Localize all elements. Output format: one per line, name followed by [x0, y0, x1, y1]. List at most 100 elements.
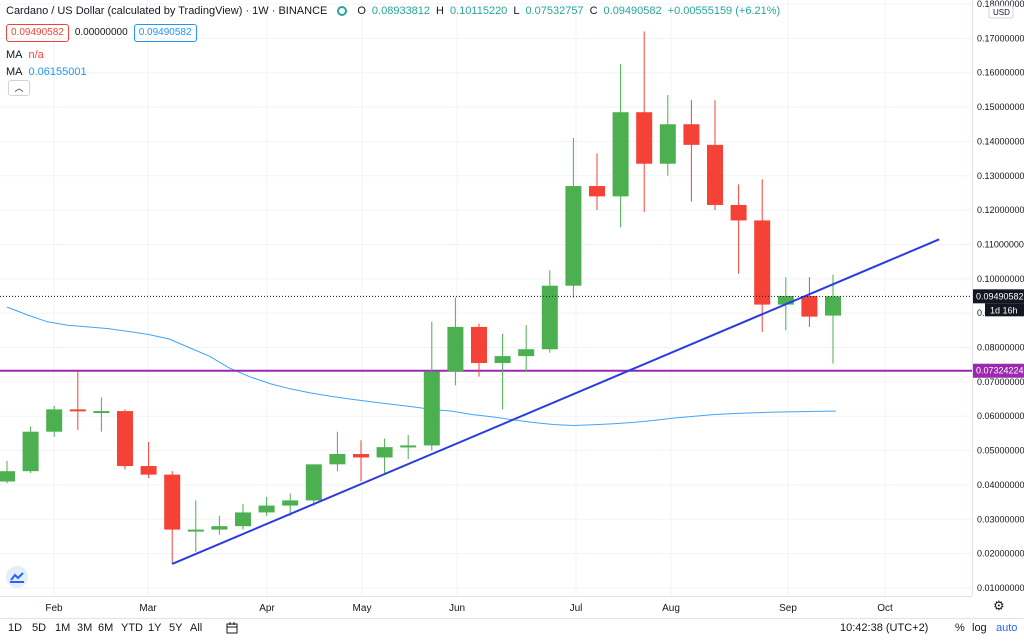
goto-date-icon[interactable] — [226, 622, 238, 637]
time-label: Apr — [259, 603, 275, 614]
candle-body — [683, 124, 700, 145]
ma1-row[interactable]: MA n/a — [6, 48, 780, 62]
current-price-text: 0.09490582 — [976, 291, 1024, 301]
chevron-up-icon: ︿ — [14, 83, 24, 93]
collapse-legend-button[interactable]: ︿ — [8, 80, 30, 96]
time-label: Jun — [449, 603, 465, 614]
price-box-blue: 0.09490582 — [133, 24, 197, 42]
candle-body — [282, 500, 299, 506]
time-label: Aug — [662, 603, 680, 614]
range-6m[interactable]: 6M — [98, 622, 114, 634]
candle-body — [117, 411, 133, 467]
candle-body — [353, 454, 369, 458]
settings-gear-icon[interactable]: ⚙ — [993, 598, 1005, 613]
candle-body — [754, 220, 771, 305]
ma2-row[interactable]: MA 0.06155001 — [6, 65, 780, 79]
range-1d[interactable]: 1D — [8, 622, 23, 634]
candle-body — [258, 505, 275, 513]
open-value: 0.08933812 — [371, 5, 431, 17]
low-value: 0.07532757 — [525, 5, 584, 17]
ma2-label: MA — [6, 66, 23, 78]
chart-legend: Cardano / US Dollar (calculated by Tradi… — [6, 4, 780, 79]
candle-body — [93, 411, 110, 414]
log-toggle[interactable]: log — [972, 622, 987, 634]
countdown-text: 1d 16h — [990, 305, 1018, 315]
open-label: O — [357, 5, 366, 17]
time-label: Jul — [570, 603, 583, 614]
candle-body — [471, 326, 487, 363]
price-axis[interactable]: 0.18000000 0.17000000 0.16000000 0.15000000… — [973, 0, 1024, 596]
price-tick-label: 0.10000000 — [977, 274, 1024, 284]
candle-body — [636, 112, 653, 164]
candle-body — [777, 296, 794, 305]
hline-price-text: 0.07324224 — [976, 366, 1024, 376]
candle-body — [69, 409, 86, 412]
candle-body — [46, 409, 63, 432]
trend-line[interactable] — [171, 238, 940, 565]
ma1-value: n/a — [28, 49, 44, 61]
hline-price-tag — [973, 363, 1024, 378]
range-1y[interactable]: 1Y — [148, 622, 162, 634]
price-axis-ticks: 0.18000000 0.17000000 0.16000000 0.15000000… — [973, 0, 1024, 593]
range-5d[interactable]: 5D — [32, 622, 47, 634]
price-tick-label: 0.01000000 — [977, 583, 1024, 593]
candle-body — [565, 186, 582, 286]
range-ytd[interactable]: YTD — [121, 622, 143, 634]
price-tick-label: 0.02000000 — [977, 549, 1024, 559]
tradingview-logo[interactable] — [6, 566, 28, 588]
candle-body — [494, 356, 511, 363]
symbol-title[interactable]: Cardano / US Dollar (calculated by Tradi… — [6, 5, 328, 17]
price-tick-label: 0.13000000 — [977, 171, 1024, 181]
price-tick-label: 0.08000000 — [977, 343, 1024, 353]
candle-body — [187, 529, 204, 532]
candlestick-chart[interactable] — [0, 0, 972, 596]
legend-boxes-row: 0.09490582 0.00000000 0.09490582 — [6, 24, 780, 42]
range-all[interactable]: All — [190, 622, 203, 634]
percent-toggle[interactable]: % — [955, 622, 965, 634]
high-value: 0.10115220 — [450, 5, 508, 17]
candle-body — [235, 512, 251, 527]
time-axis-labels: Feb Mar Apr May Jun Jul Aug Sep Oct — [45, 603, 893, 614]
market-status-icon — [337, 6, 348, 16]
price-tick-label: 0.11000000 — [977, 239, 1024, 249]
candle-body — [211, 526, 228, 530]
price-tick-label: 0.06000000 — [977, 411, 1024, 421]
ma1-label: MA — [6, 49, 23, 61]
clock-time[interactable]: 10:42:38 (UTC+2) — [840, 622, 929, 634]
price-tick-label: 0.16000000 — [977, 68, 1024, 78]
candle-body — [305, 464, 322, 501]
candles — [0, 31, 841, 564]
candle-body — [541, 285, 558, 350]
price-tick-label: 0.05000000 — [977, 446, 1024, 456]
bottom-toolbar: 1D 5D 1M 3M 6M YTD 1Y 5Y All 10:42:38 (U… — [0, 618, 1024, 641]
candle-body — [164, 474, 181, 530]
auto-toggle[interactable]: auto — [996, 622, 1018, 634]
price-box-red: 0.09490582 — [6, 24, 69, 42]
close-value: 0.09490582 — [603, 5, 662, 17]
range-5y[interactable]: 5Y — [169, 622, 183, 634]
candle-body — [22, 431, 39, 472]
low-label: L — [513, 5, 520, 17]
time-label: Oct — [877, 603, 893, 614]
range-1m[interactable]: 1M — [55, 622, 71, 634]
current-price-tag — [973, 289, 1024, 304]
countdown-tag — [985, 303, 1024, 317]
price-tick-label: 0.04000000 — [977, 480, 1024, 490]
price-tick-label: 0.18000000 — [977, 0, 1024, 9]
candle-body — [801, 296, 818, 317]
time-axis[interactable]: Feb Mar Apr May Jun Jul Aug Sep Oct — [0, 596, 972, 619]
price-tick-label: 0.03000000 — [977, 514, 1024, 524]
chart-area[interactable]: Cardano / US Dollar (calculated by Tradi… — [0, 0, 973, 596]
high-label: H — [436, 5, 444, 17]
candle-body — [659, 124, 676, 164]
ma-polyline — [6, 306, 837, 427]
candle-body — [589, 186, 605, 197]
candle-body — [730, 204, 747, 221]
price-box-plain: 0.00000000 — [74, 27, 128, 38]
candle-body — [329, 454, 346, 465]
candle-body — [447, 326, 464, 372]
price-tick-label: 0.17000000 — [977, 33, 1024, 43]
price-tick-label: 0.12000000 — [977, 205, 1024, 215]
candle-body — [0, 471, 15, 482]
range-3m[interactable]: 3M — [77, 622, 93, 634]
